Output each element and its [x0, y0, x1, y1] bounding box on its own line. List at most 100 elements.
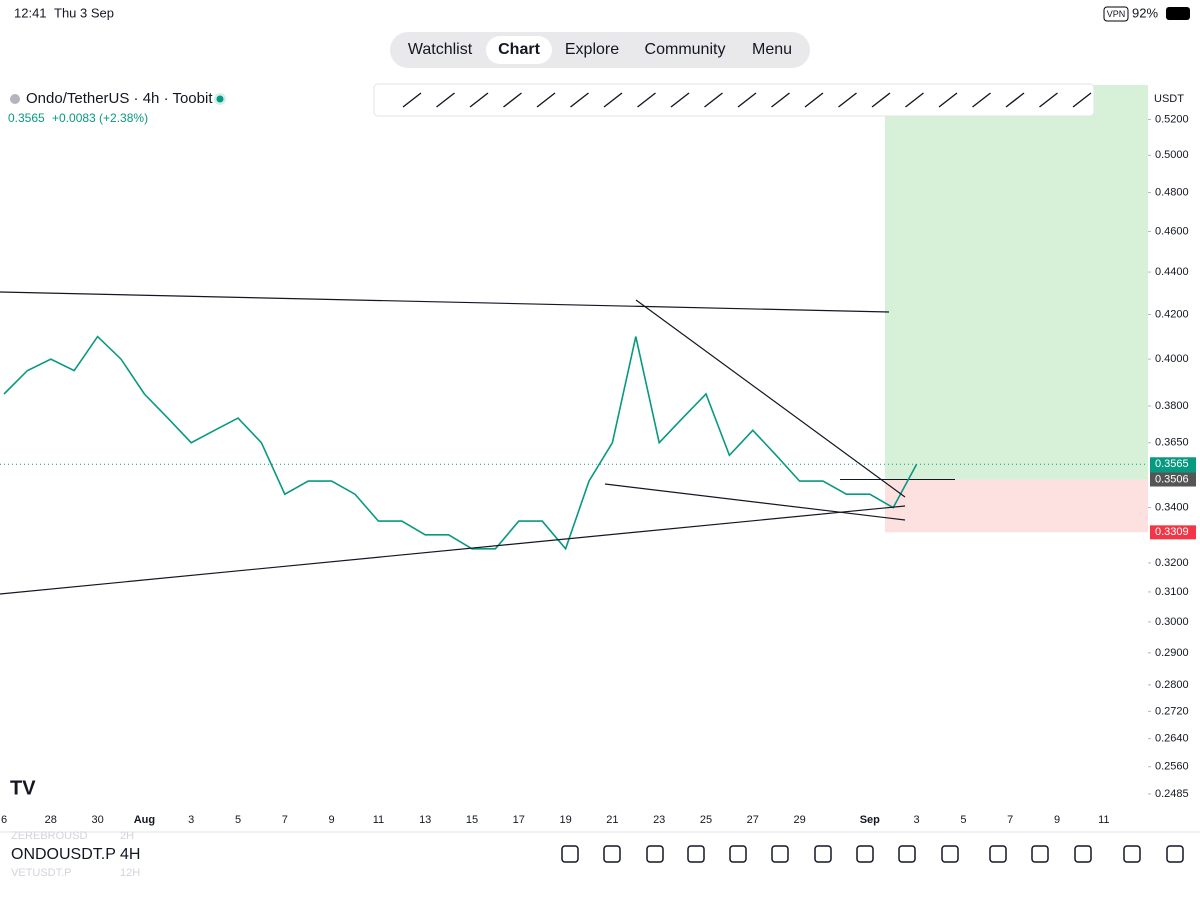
logo: TV — [10, 777, 36, 799]
y-tick-label: 0.3100 — [1155, 586, 1189, 598]
trendline — [0, 291, 890, 313]
toolbar-button[interactable] — [646, 845, 664, 863]
y-tick-label: 0.3800 — [1155, 400, 1189, 412]
y-tick-label: 0.2720 — [1155, 705, 1189, 717]
price-line — [3, 335, 918, 551]
tool-icon[interactable] — [871, 92, 891, 108]
y-tick-label: 0.4800 — [1155, 186, 1189, 198]
y-tick-label: 0.2640 — [1155, 733, 1189, 745]
toolbar-button[interactable] — [1123, 845, 1141, 863]
toolbar-button[interactable] — [856, 845, 874, 863]
entry-label: 0.3506 — [1155, 473, 1189, 485]
x-tick-label: 5 — [235, 814, 241, 826]
watch-interval[interactable]: 4H — [120, 846, 140, 863]
tool-icon[interactable] — [536, 92, 556, 108]
stop-zone — [885, 479, 1148, 533]
watch-interval[interactable]: 12H — [120, 867, 140, 879]
x-tick-label: 30 — [91, 814, 103, 826]
toolbar-button[interactable] — [1166, 845, 1184, 863]
toolbar-button[interactable] — [1074, 845, 1092, 863]
tool-icon[interactable] — [704, 92, 723, 108]
last-price-label: 0.3565 — [1155, 458, 1189, 470]
symbol-price: 0.3565 — [8, 111, 45, 125]
nav-tabs: Watchlist Chart Explore Community Menu — [408, 36, 792, 64]
x-tick-label: 19 — [559, 814, 571, 826]
plot-area — [0, 85, 1148, 551]
toolbar-button[interactable] — [1031, 845, 1049, 863]
y-tick-label: 0.4000 — [1155, 353, 1189, 365]
y-tick-label: 0.2485 — [1155, 788, 1189, 800]
trendline — [635, 299, 906, 498]
target-zone — [885, 85, 1148, 480]
watch-interval[interactable]: 2H — [120, 830, 134, 842]
tool-icon[interactable] — [670, 92, 690, 108]
status-vpn: VPN — [1107, 9, 1126, 19]
tool-icon[interactable] — [1039, 92, 1058, 108]
symbol-title: Ondo/TetherUS · 4h · Toobit — [26, 90, 213, 107]
trendlines — [0, 291, 906, 595]
x-tick-label: 29 — [793, 814, 805, 826]
x-tick-label: 15 — [466, 814, 478, 826]
x-tick-label: 3 — [914, 814, 920, 826]
x-tick-label: 25 — [700, 814, 712, 826]
x-tick-label: 27 — [747, 814, 759, 826]
bottom-bar: ZEREBROUSD 2H ONDOUSDT.P 4H VETUSDT.P 12H — [11, 830, 1184, 879]
tool-icon[interactable] — [436, 92, 455, 108]
status-time: 12:41 — [14, 5, 47, 20]
x-tick-label: Sep — [860, 814, 880, 826]
tool-icon[interactable] — [905, 92, 924, 108]
tool-icon[interactable] — [1072, 92, 1092, 108]
tool-icon[interactable] — [737, 92, 757, 108]
toolbar-button[interactable] — [989, 845, 1007, 863]
toolbar-button[interactable] — [941, 845, 959, 863]
x-tick-label: 11 — [373, 814, 384, 826]
x-tick-label: 9 — [329, 814, 335, 826]
toolbar-button[interactable] — [814, 845, 832, 863]
x-tick-label: 7 — [282, 814, 288, 826]
nav-tab[interactable]: Explore — [565, 41, 619, 58]
y-tick-label: 0.3200 — [1155, 557, 1189, 569]
y-tick-label: 0.3400 — [1155, 501, 1189, 513]
toolbar-button[interactable] — [603, 845, 621, 863]
symbol-icon — [10, 94, 20, 104]
nav-tab[interactable]: Chart — [498, 41, 540, 58]
tool-icon[interactable] — [838, 92, 857, 108]
price-axis — [1148, 84, 1200, 830]
tool-icon[interactable] — [1005, 92, 1025, 108]
x-tick-label: 13 — [419, 814, 431, 826]
y-tick-label: 0.4400 — [1155, 266, 1189, 278]
tool-icon[interactable] — [402, 92, 422, 108]
tool-icon[interactable] — [972, 92, 991, 108]
tool-icon[interactable] — [570, 92, 589, 108]
tool-icon[interactable] — [804, 92, 824, 108]
tool-icon[interactable] — [503, 92, 522, 108]
trendline — [604, 483, 906, 521]
nav-tab[interactable]: Menu — [752, 41, 792, 58]
watch-symbol[interactable]: ZEREBROUSD — [11, 830, 87, 842]
tool-icon[interactable] — [771, 92, 790, 108]
toolbar-button[interactable] — [561, 845, 579, 863]
y-tick-label: 0.2900 — [1155, 647, 1189, 659]
drawing-tools — [402, 92, 1092, 108]
toolbar-button[interactable] — [687, 845, 705, 863]
trendline — [0, 505, 906, 595]
nav-tab[interactable]: Watchlist — [408, 41, 473, 58]
toolbar-button[interactable] — [771, 845, 789, 863]
status-date: Thu 3 Sep — [54, 5, 114, 20]
tool-icon[interactable] — [637, 92, 656, 108]
symbol-change: +0.0083 (+2.38%) — [52, 111, 148, 125]
tool-icon[interactable] — [938, 92, 958, 108]
toolbar-button[interactable] — [898, 845, 916, 863]
tool-icon[interactable] — [603, 92, 623, 108]
nav-tab[interactable]: Community — [645, 41, 726, 58]
drawing-toolbar — [373, 83, 1095, 117]
tool-icon[interactable] — [469, 92, 489, 108]
watch-symbol[interactable]: VETUSDT.P — [11, 867, 72, 879]
battery-icon — [1166, 7, 1190, 20]
y-tick-label: 0.2560 — [1155, 761, 1189, 773]
watch-symbol[interactable]: ONDOUSDT.P — [11, 846, 116, 863]
x-tick-label: 9 — [1054, 814, 1060, 826]
y-tick-label: 0.2800 — [1155, 679, 1189, 691]
toolbar-button[interactable] — [729, 845, 747, 863]
